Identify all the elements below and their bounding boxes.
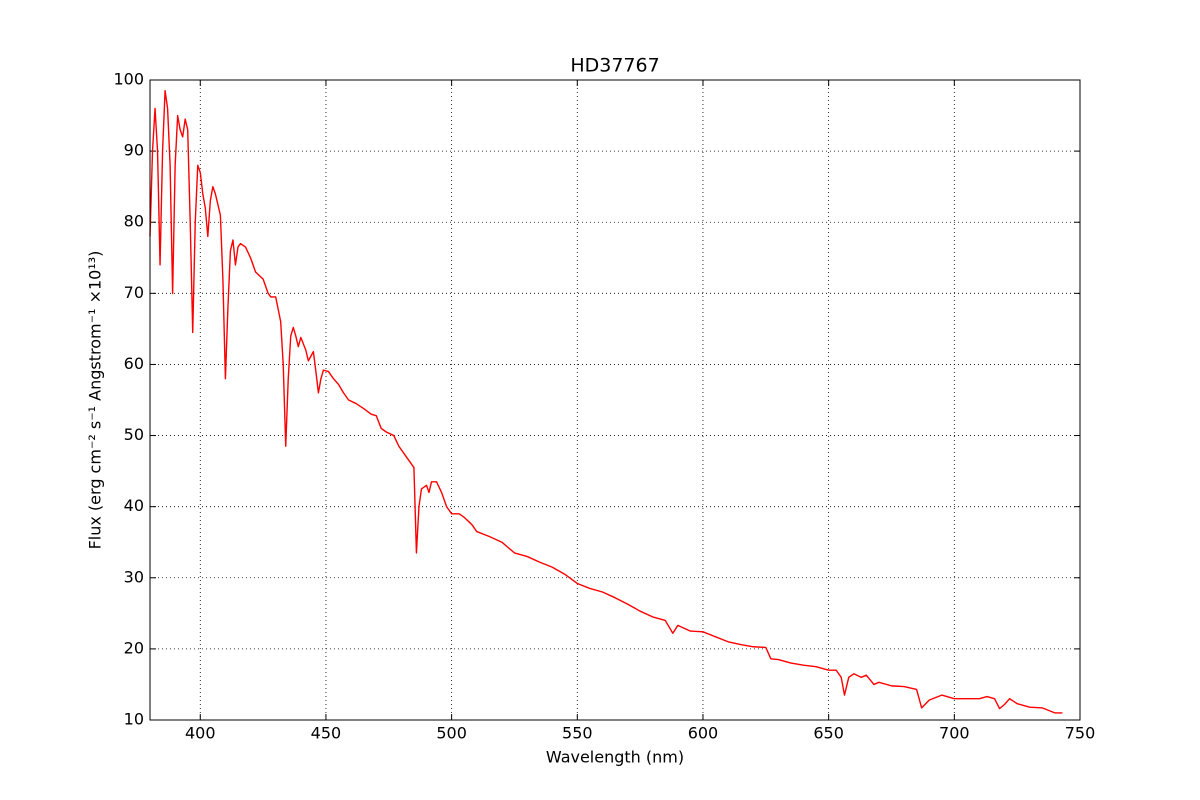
x-tick-label: 750 <box>1065 724 1096 743</box>
x-axis-label: Wavelength (nm) <box>546 748 684 767</box>
x-tick-label: 650 <box>813 724 844 743</box>
x-tick-label: 550 <box>562 724 593 743</box>
y-tick-label: 100 <box>113 70 144 89</box>
x-tick-label: 500 <box>436 724 467 743</box>
x-tick-label: 450 <box>311 724 342 743</box>
y-tick-label: 90 <box>124 141 144 160</box>
y-tick-label: 10 <box>124 710 144 729</box>
chart-title: HD37767 <box>570 55 659 77</box>
y-tick-label: 40 <box>124 496 144 515</box>
plot-frame <box>149 79 1081 721</box>
y-tick-label: 70 <box>124 283 144 302</box>
y-tick-label: 60 <box>124 354 144 373</box>
x-tick-label: 400 <box>185 724 216 743</box>
y-tick-label: 80 <box>124 212 144 231</box>
y-axis-label: Flux (erg cm⁻² s⁻¹ Angstrom⁻¹ ×10¹³) <box>86 251 105 550</box>
y-tick-label: 20 <box>124 638 144 657</box>
x-tick-label: 600 <box>688 724 719 743</box>
x-tick-label: 700 <box>939 724 970 743</box>
data-line <box>149 89 1063 714</box>
y-tick-label: 50 <box>124 425 144 444</box>
y-tick-label: 30 <box>124 567 144 586</box>
